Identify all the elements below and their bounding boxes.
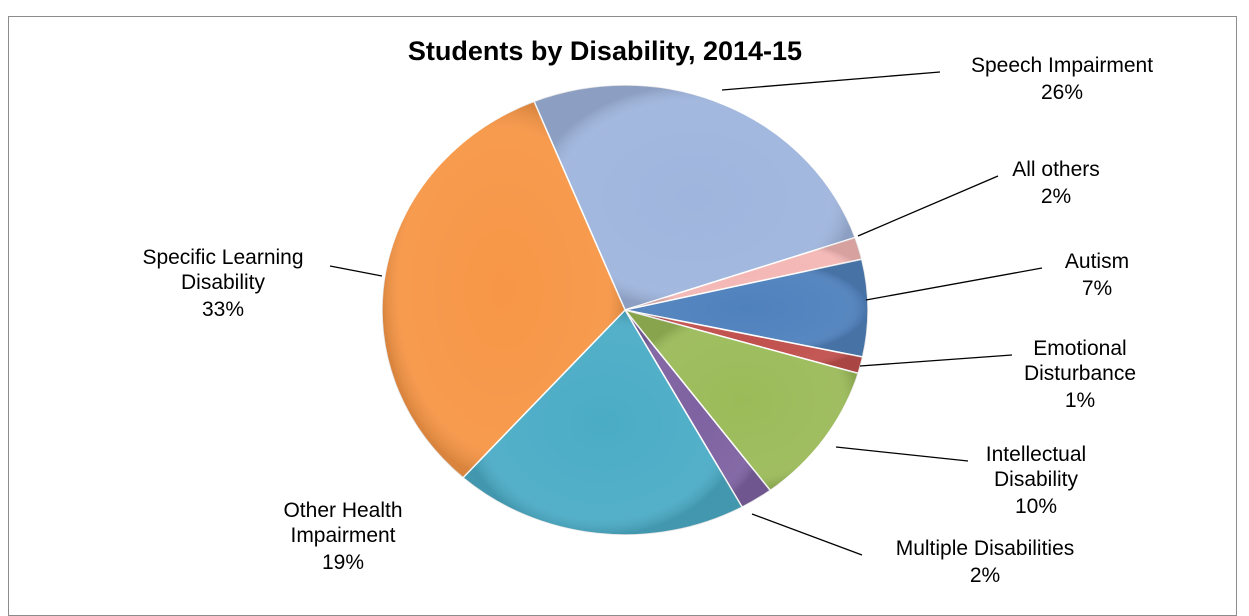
- leader-line: [865, 267, 1043, 301]
- slice-category-label: All others: [1012, 158, 1100, 181]
- pie-slice-shading: [625, 310, 771, 508]
- slice-category-label: Disturbance: [1024, 362, 1136, 385]
- slice-category-label: Multiple Disabilities: [896, 537, 1075, 560]
- slice-category-label: Autism: [1065, 250, 1129, 273]
- slice-percent-label: 7%: [1082, 277, 1112, 300]
- slice-category-label: Speech Impairment: [971, 54, 1153, 77]
- leader-line: [721, 71, 941, 91]
- leader-line: [859, 354, 1013, 367]
- slice-percent-label: 2%: [1041, 185, 1071, 208]
- leader-line: [329, 265, 383, 277]
- slice-percent-label: 33%: [202, 298, 244, 321]
- pie-slices: [381, 84, 869, 536]
- chart-title: Students by Disability, 2014-15: [408, 36, 802, 66]
- slice-category-label: Intellectual: [986, 443, 1086, 466]
- slice-labels: Speech Impairment 26% All others 2% Autism 7%…: [142, 54, 1153, 587]
- slice-category-label: Emotional: [1033, 337, 1126, 360]
- slice-percent-label: 26%: [1041, 81, 1083, 104]
- slice-category-label: Disability: [181, 271, 266, 294]
- pie-slice-shading: [381, 101, 625, 478]
- slice-category-label: Specific Learning: [142, 246, 303, 269]
- slice-percent-label: 19%: [322, 551, 364, 574]
- slice-category-label: Other Health: [283, 499, 402, 522]
- slice-category-label: Impairment: [290, 524, 395, 547]
- slice-category-label: Disability: [994, 468, 1079, 491]
- pie-slice-shading: [625, 310, 859, 491]
- pie-slice-shading: [625, 259, 868, 358]
- leader-line: [751, 513, 863, 556]
- leader-lines: [329, 71, 1043, 556]
- pie-slice-shading: [625, 237, 862, 310]
- slice-percent-label: 1%: [1065, 389, 1095, 412]
- slice-percent-label: 2%: [970, 564, 1000, 587]
- leader-line: [835, 446, 969, 462]
- pie-slice-shading: [533, 84, 856, 311]
- slice-percent-label: 10%: [1015, 495, 1057, 518]
- leader-line: [857, 175, 999, 237]
- pie-slice-shading: [462, 310, 743, 535]
- pie-chart: Students by Disability, 2014-15 Speech I…: [142, 36, 1153, 587]
